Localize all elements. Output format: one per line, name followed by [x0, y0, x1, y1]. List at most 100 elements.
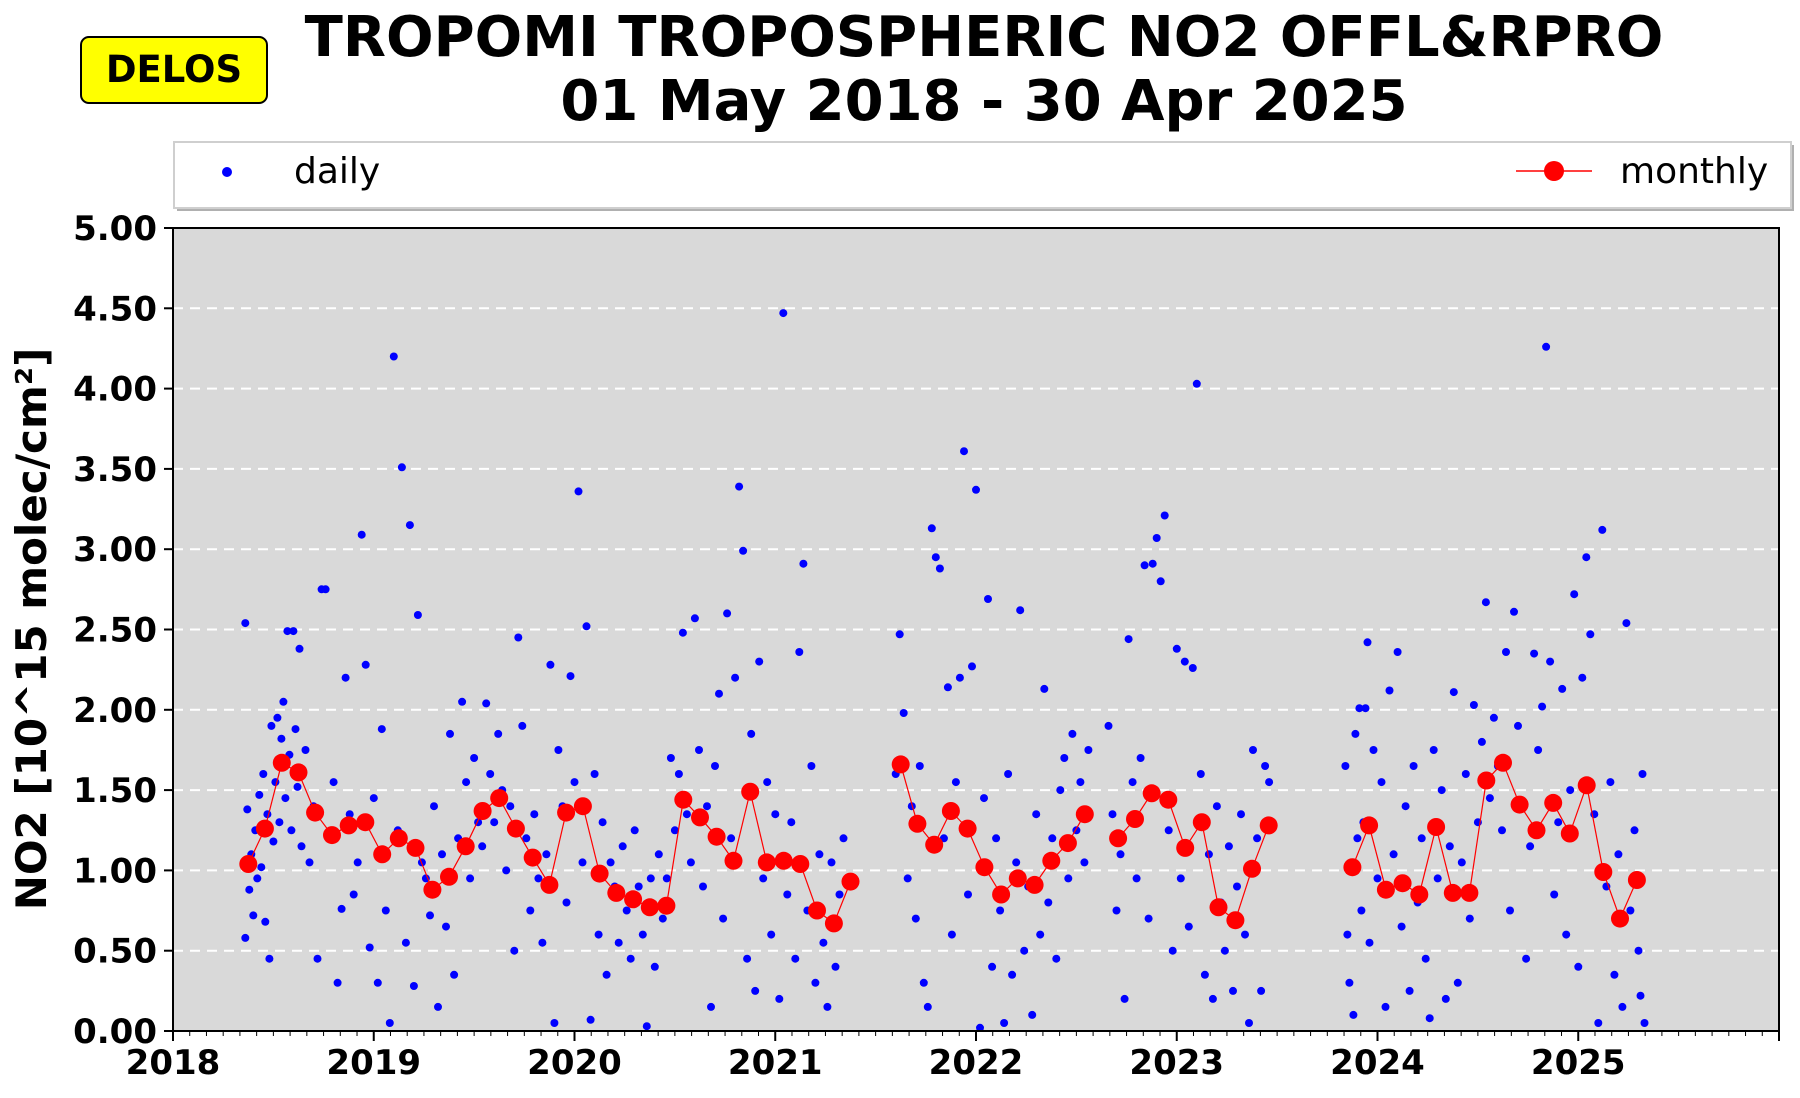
monthly-point — [1126, 810, 1144, 828]
monthly-point — [1544, 793, 1563, 812]
daily-point — [807, 762, 816, 770]
monthly-point — [958, 819, 977, 838]
monthly-line-segment — [1368, 825, 1387, 890]
daily-point — [791, 954, 800, 963]
daily-point — [345, 810, 354, 819]
daily-point — [377, 725, 386, 734]
monthly-point — [1075, 805, 1094, 824]
daily-point — [1008, 970, 1017, 979]
daily-point — [703, 802, 711, 811]
monthly-point — [1560, 824, 1579, 843]
monthly-point — [1427, 818, 1446, 836]
daily-point — [261, 917, 270, 926]
monthly-point — [506, 819, 525, 838]
daily-point — [259, 770, 268, 778]
daily-point — [1363, 638, 1372, 647]
daily-point — [434, 1002, 442, 1011]
monthly-point — [1058, 834, 1077, 853]
legend-monthly-marker — [1544, 161, 1564, 181]
daily-point — [719, 914, 728, 923]
monthly-point — [323, 826, 341, 845]
daily-point — [289, 627, 298, 636]
daily-point — [470, 754, 479, 762]
daily-point — [1140, 561, 1149, 570]
monthly-series — [239, 753, 1646, 933]
daily-point — [526, 906, 535, 915]
daily-point — [562, 898, 571, 907]
daily-point — [506, 802, 515, 811]
daily-point — [1542, 342, 1551, 351]
daily-point — [265, 954, 274, 963]
daily-point — [1353, 834, 1362, 843]
daily-point — [1393, 648, 1402, 656]
daily-point — [1180, 657, 1189, 666]
daily-point — [666, 754, 675, 762]
daily-point — [899, 709, 908, 717]
daily-point — [972, 485, 980, 494]
x-tick-label: 2021 — [728, 1043, 823, 1083]
daily-point — [321, 585, 330, 594]
daily-point — [279, 697, 288, 706]
monthly-line-segment — [732, 791, 751, 861]
daily-point — [478, 842, 487, 851]
daily-point — [430, 802, 438, 811]
monthly-point — [724, 851, 743, 870]
y-axis-label: NO2 [10^15 molec/cm²] — [7, 348, 56, 911]
daily-point — [715, 689, 723, 698]
daily-point — [1060, 754, 1069, 762]
daily-point — [1449, 688, 1458, 697]
daily-point — [365, 943, 374, 952]
daily-point — [1148, 559, 1157, 568]
y-tick-label: 3.50 — [73, 450, 157, 490]
daily-point — [297, 842, 306, 851]
daily-point — [275, 818, 284, 827]
daily-point — [1614, 850, 1623, 859]
monthly-point — [908, 814, 927, 833]
monthly-point — [1042, 851, 1061, 870]
daily-point — [731, 673, 740, 682]
monthly-point — [1159, 790, 1178, 809]
daily-point — [1630, 826, 1639, 835]
daily-point — [835, 890, 844, 899]
daily-point — [1636, 991, 1645, 1000]
daily-point — [1606, 778, 1615, 787]
daily-point — [980, 794, 988, 803]
daily-point — [1373, 874, 1382, 883]
daily-point — [369, 794, 378, 803]
daily-point — [490, 818, 499, 827]
daily-point — [1160, 511, 1169, 520]
daily-point — [1634, 946, 1643, 955]
badge-label: DELOS — [106, 48, 242, 91]
daily-point — [1265, 778, 1274, 787]
daily-point — [349, 890, 358, 899]
daily-point — [1212, 802, 1221, 811]
monthly-point — [1109, 829, 1128, 848]
daily-point — [988, 962, 997, 971]
daily-point — [373, 978, 382, 987]
daily-point — [964, 890, 972, 899]
daily-point — [755, 657, 764, 666]
x-tick-label: 2020 — [527, 1043, 622, 1083]
daily-point — [1401, 802, 1410, 811]
daily-point — [301, 746, 310, 754]
daily-point — [1355, 704, 1364, 713]
monthly-point — [1494, 753, 1512, 772]
monthly-point — [289, 763, 308, 782]
monthly-line-segment — [900, 764, 918, 824]
daily-point — [1253, 834, 1262, 843]
daily-point — [241, 933, 250, 942]
daily-point — [743, 954, 752, 963]
monthly-point — [540, 875, 559, 894]
daily-point — [1638, 770, 1647, 778]
daily-point — [1351, 729, 1360, 738]
monthly-point — [1360, 816, 1379, 835]
daily-point — [1241, 930, 1249, 939]
daily-point — [935, 564, 944, 573]
daily-point — [699, 882, 707, 891]
daily-point — [618, 842, 627, 851]
daily-point — [1345, 978, 1354, 987]
monthly-line-segment — [582, 806, 601, 874]
daily-point — [968, 662, 976, 671]
x-tick-label: 2023 — [1129, 1043, 1224, 1083]
daily-point — [482, 699, 491, 708]
